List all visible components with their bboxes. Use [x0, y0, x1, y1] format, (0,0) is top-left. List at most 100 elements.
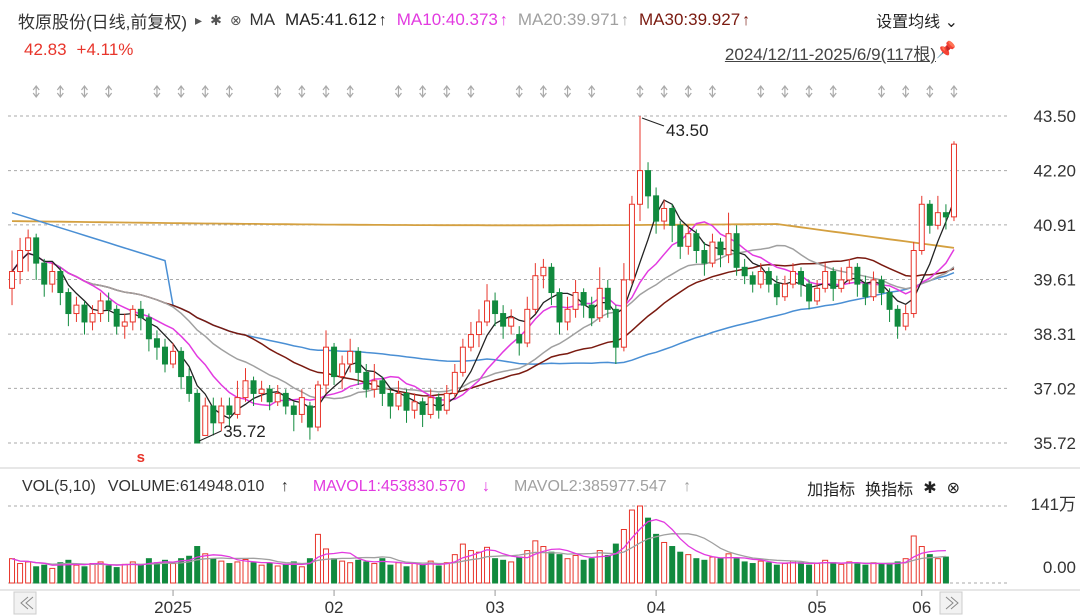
volume-bar	[331, 558, 338, 584]
candle-body	[500, 313, 507, 327]
candle-body	[97, 300, 104, 315]
close-icon[interactable]: ⊗	[229, 11, 242, 28]
time-tick-label: 02	[325, 598, 344, 616]
volume-bar	[137, 564, 144, 584]
mavol1-down-arrow-icon: ↓	[481, 478, 490, 495]
candle-body	[653, 195, 660, 222]
event-marker-icon	[467, 85, 475, 98]
ma20-value: MA20:39.971 ↑	[517, 10, 630, 29]
candle-body	[443, 392, 450, 411]
volume-bar	[540, 546, 547, 584]
mavol2-up-arrow-icon: ↑	[683, 478, 692, 495]
volume-bar	[194, 546, 201, 584]
event-marker-icon	[105, 85, 113, 98]
candle-body	[693, 233, 700, 251]
volume-bar	[170, 563, 177, 584]
candle-body	[81, 304, 88, 323]
candle-body	[894, 308, 901, 327]
candle-body	[347, 350, 354, 365]
candle-body	[918, 203, 925, 251]
candle-body	[725, 233, 732, 256]
event-marker-icon	[926, 85, 934, 98]
candle-body	[886, 292, 893, 310]
volume-up-arrow-icon: ↑	[280, 478, 289, 495]
event-marker-icon	[81, 85, 88, 98]
candle-body	[910, 249, 917, 315]
mavol2-value: MAVOL2:385977.547 ↑	[513, 478, 692, 495]
volume-bar	[596, 550, 603, 584]
candle-body	[620, 279, 627, 348]
volume-bar	[854, 563, 861, 584]
time-tick-label: 03	[486, 598, 505, 616]
vol-label: VOL(5,10)	[22, 478, 96, 495]
volume-bar	[427, 560, 434, 584]
volume-bar	[572, 554, 579, 584]
volume-bar	[323, 548, 330, 584]
volume-bar	[17, 563, 24, 584]
pin-icon[interactable]: 📌	[936, 42, 956, 59]
candle-body	[942, 212, 949, 218]
candle-body	[830, 271, 837, 289]
ma-settings-button[interactable]: 设置均线 ⌄	[876, 8, 958, 32]
ma10-value: MA10:40.373 ↑	[396, 10, 508, 29]
volume-value: VOLUME:614948.010 ↑	[107, 478, 289, 495]
candle-body	[258, 388, 265, 394]
high-annotation-arrow	[641, 117, 665, 127]
volume-bar	[395, 562, 402, 584]
volume-bar	[516, 556, 523, 584]
candle-body	[604, 287, 611, 310]
mavol1-value: MAVOL1:453830.570 ↓	[312, 478, 490, 495]
candle-body	[339, 363, 346, 378]
event-marker-icon	[902, 85, 910, 98]
scroll-right-button	[939, 591, 963, 615]
event-marker-icon	[322, 85, 330, 98]
candle-body	[234, 397, 241, 415]
volume-bar	[934, 558, 941, 584]
volume-bar	[902, 558, 909, 584]
volume-bar	[467, 550, 474, 584]
time-tick-label: 06	[912, 598, 931, 616]
volume-bar	[73, 564, 80, 584]
volume-bar	[798, 562, 805, 584]
gear-icon[interactable]: ✱	[210, 11, 222, 28]
switch-indicator-button[interactable]: 换指标	[865, 482, 914, 499]
volume-bar	[81, 566, 88, 584]
candle-body	[57, 271, 64, 294]
double-chevron-right-icon	[945, 596, 959, 610]
volume-bar	[274, 565, 281, 584]
indicator-close-icon[interactable]: ⊗	[946, 480, 960, 497]
candle-body	[798, 271, 805, 285]
candle-body	[685, 233, 692, 247]
expand-icon[interactable]: ▸	[195, 11, 203, 28]
volume-tick-label: 141万	[1031, 495, 1076, 514]
indicator-gear-icon[interactable]: ✱	[923, 480, 937, 497]
volume-bar	[435, 565, 442, 584]
candle-body	[137, 308, 144, 319]
candle-body	[411, 401, 418, 411]
volume-bar	[234, 561, 241, 584]
candle-body	[870, 279, 877, 298]
price-tick-label: 35.72	[1033, 434, 1076, 453]
volume-bar	[653, 533, 660, 584]
candle-body	[596, 287, 603, 319]
candle-body	[33, 237, 40, 264]
candle-body	[588, 304, 595, 319]
volume-bar	[709, 556, 716, 584]
candle-body	[926, 203, 933, 226]
candle-body	[757, 271, 764, 285]
volume-bar	[862, 564, 869, 584]
volume-bar	[363, 561, 370, 584]
add-indicator-button[interactable]: 加指标	[807, 482, 856, 499]
candle-body	[435, 397, 442, 411]
volume-bar	[886, 563, 893, 584]
candle-body	[306, 405, 313, 428]
volume-bar	[89, 563, 96, 584]
date-range[interactable]: 2024/12/11-2025/6/9(117根)	[724, 45, 936, 64]
volume-bar	[564, 558, 571, 584]
volume-bar	[33, 566, 40, 584]
event-marker-icon	[805, 85, 813, 98]
ma30-line	[11, 252, 955, 397]
volume-bar	[500, 559, 507, 584]
stock-title[interactable]: 牧原股份(日线,前复权)	[18, 12, 188, 32]
